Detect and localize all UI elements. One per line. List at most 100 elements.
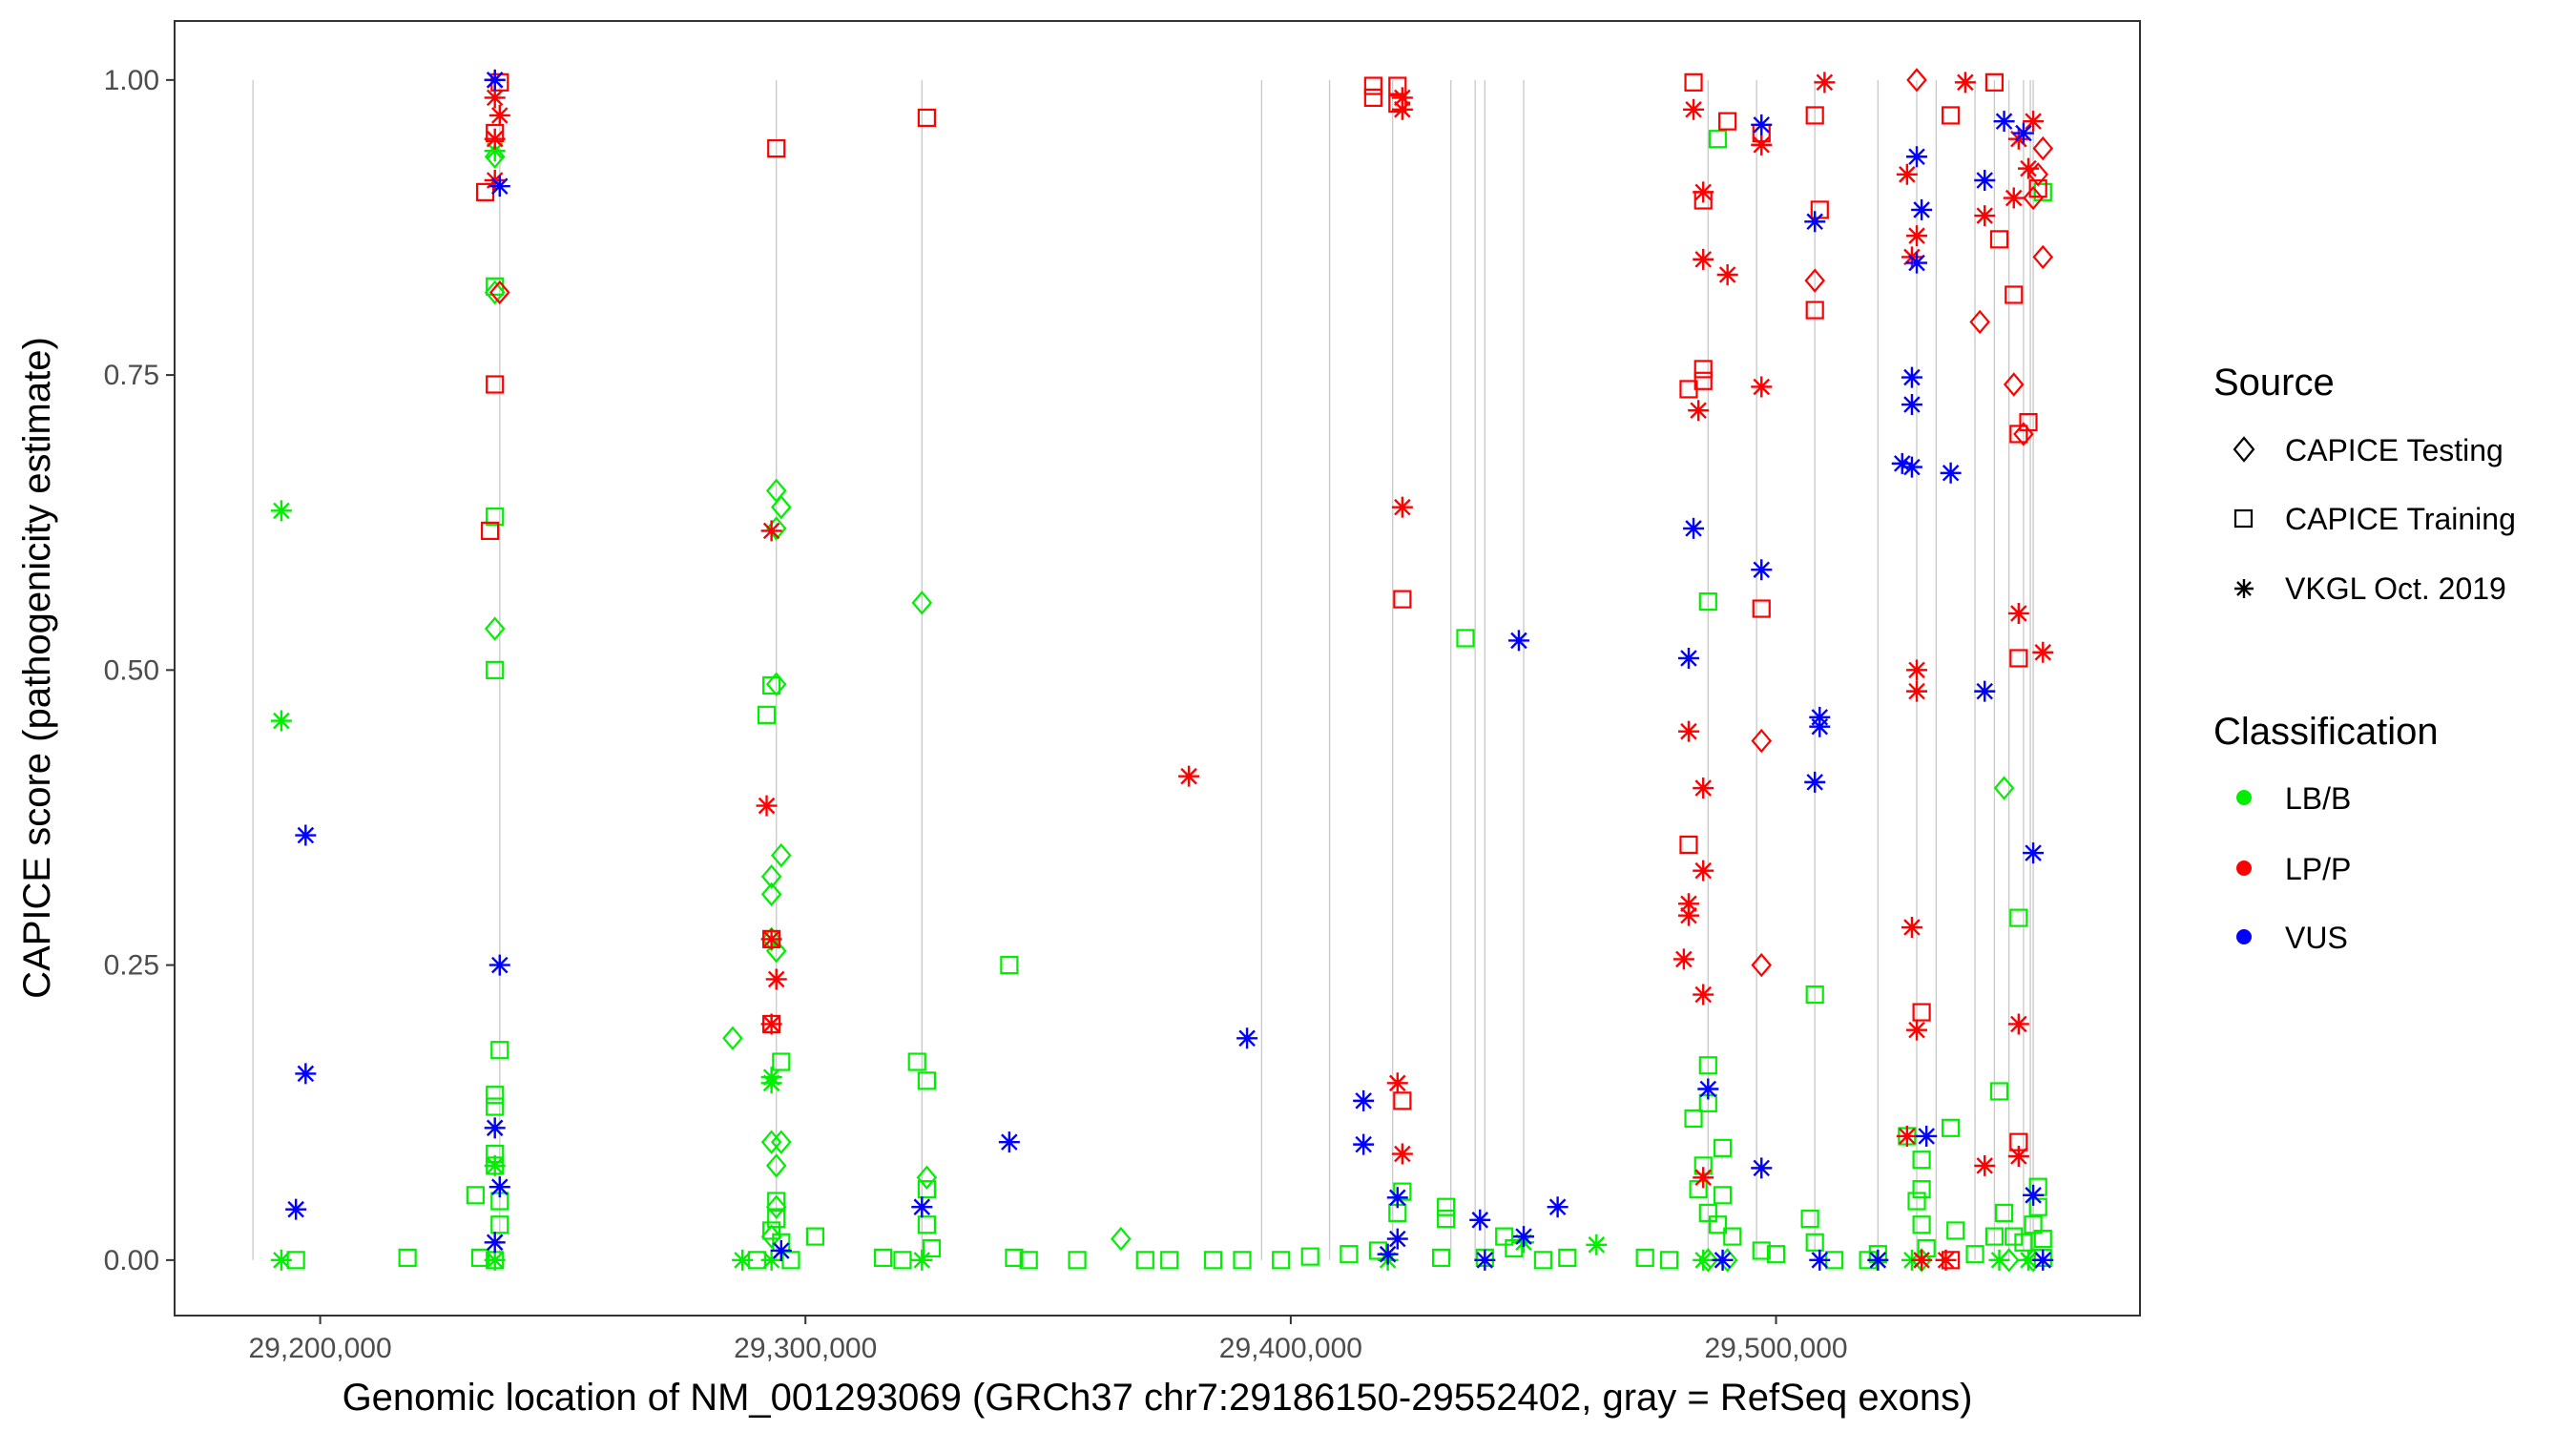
data-point-square xyxy=(1912,1003,1931,1022)
data-point-square xyxy=(1135,1251,1154,1270)
data-point-square xyxy=(1393,1182,1412,1201)
data-point-asterisk xyxy=(1804,771,1826,793)
data-point-asterisk xyxy=(1906,680,1928,702)
data-point-square xyxy=(757,705,777,724)
legend-item-label: VKGL Oct. 2019 xyxy=(2285,571,2506,606)
data-point-square xyxy=(1233,1251,1252,1270)
data-point-diamond xyxy=(1993,776,2015,800)
data-point-asterisk xyxy=(1469,1209,1491,1231)
data-point-diamond xyxy=(1751,728,1773,754)
legend-item-lpp: LP/P xyxy=(2236,852,2351,886)
data-point-asterisk xyxy=(1901,394,1922,416)
data-point-asterisk xyxy=(2007,1146,2029,1167)
data-point-square xyxy=(772,1052,791,1071)
data-point-square xyxy=(1698,1203,1717,1222)
data-point-diamond xyxy=(760,926,782,952)
data-point-square xyxy=(917,1071,936,1090)
data-point-diamond xyxy=(911,591,933,615)
data-point-asterisk xyxy=(2023,111,2045,133)
legend-item-vkgl: VKGL Oct. 2019 xyxy=(2234,571,2506,606)
data-point-asterisk xyxy=(1935,1249,1957,1271)
data-point-asterisk xyxy=(1974,169,1996,191)
data-point-square xyxy=(1912,1215,1931,1234)
data-point-square xyxy=(490,1215,509,1234)
data-point-square xyxy=(1495,1227,1514,1246)
data-point-square xyxy=(1805,106,1824,125)
legend-item-capice-testing: CAPICE Testing xyxy=(2233,433,2503,467)
data-point-asterisk xyxy=(1974,680,1996,702)
data-point-square xyxy=(1713,1186,1733,1205)
data-point-asterisk xyxy=(2032,1249,2054,1271)
data-point-square xyxy=(2033,1229,2052,1249)
data-point-diamond xyxy=(765,672,787,696)
data-point-square xyxy=(1558,1248,1577,1267)
data-point-asterisk xyxy=(1906,659,1928,681)
data-point-asterisk xyxy=(2012,122,2034,144)
legend-item-label: LP/P xyxy=(2285,852,2351,886)
data-point-asterisk xyxy=(1693,1249,1714,1271)
data-point-diamond xyxy=(484,616,506,641)
data-point-asterisk xyxy=(484,87,506,109)
data-point-diamond xyxy=(760,881,782,907)
data-point-asterisk xyxy=(1391,1143,1413,1165)
legend-dot-icon xyxy=(2236,929,2252,944)
data-point-square xyxy=(486,507,505,527)
data-point-square xyxy=(762,1014,781,1034)
data-point-square xyxy=(1984,73,2005,92)
data-point-asterisk xyxy=(1677,904,1699,926)
data-point-square xyxy=(1698,1056,1717,1075)
data-point-asterisk xyxy=(1697,1078,1719,1100)
data-point-square xyxy=(805,1227,825,1246)
data-point-asterisk xyxy=(998,1131,1020,1153)
data-point-asterisk xyxy=(760,1072,782,1094)
data-points xyxy=(270,68,2054,1273)
data-point-asterisk xyxy=(1547,1196,1568,1218)
data-point-square xyxy=(1800,1209,1819,1229)
data-point-asterisk xyxy=(1974,1154,1996,1176)
data-point-square xyxy=(481,521,500,540)
data-point-square xyxy=(893,1251,912,1270)
legend-classification: Classification LB/B LP/P VUS xyxy=(2213,711,2439,955)
data-point-square xyxy=(2024,1215,2043,1234)
data-point-asterisk xyxy=(270,1249,292,1271)
data-point-diamond xyxy=(771,494,792,520)
data-point-asterisk xyxy=(1353,1133,1375,1155)
data-point-square xyxy=(2009,1132,2028,1151)
data-point-square xyxy=(1437,1209,1456,1229)
data-point-square xyxy=(398,1248,417,1267)
data-point-square xyxy=(490,1041,509,1060)
data-point-diamond xyxy=(1751,952,1773,978)
data-point-asterisk xyxy=(1688,400,1710,422)
data-point-square xyxy=(1368,1241,1388,1260)
y-tick-label: 0.25 xyxy=(104,950,159,982)
y-axis: 0.00 0.25 0.50 0.75 1.00 xyxy=(104,65,175,1276)
data-point-diamond xyxy=(1998,1248,2020,1273)
data-point-square xyxy=(1456,629,1475,648)
data-point-square xyxy=(1989,1082,2009,1101)
data-point-asterisk xyxy=(1911,1249,1933,1271)
data-point-asterisk xyxy=(1896,1125,1918,1147)
data-point-square xyxy=(1912,1180,1931,1199)
data-point-square xyxy=(907,1052,926,1071)
legend-item-label: LB/B xyxy=(2285,781,2351,816)
data-point-asterisk xyxy=(484,1249,506,1271)
y-axis-title: CAPICE score (pathogenicity estimate) xyxy=(16,337,58,999)
data-point-asterisk xyxy=(488,104,510,126)
data-point-asterisk xyxy=(1236,1027,1258,1049)
data-point-asterisk xyxy=(1751,1157,1773,1179)
data-point-asterisk xyxy=(1693,1167,1714,1189)
data-point-square xyxy=(2019,412,2038,432)
data-point-asterisk xyxy=(270,500,292,522)
data-point-asterisk xyxy=(1809,1249,1831,1271)
data-point-square xyxy=(1533,1251,1552,1270)
data-point-asterisk xyxy=(760,928,782,950)
data-point-square xyxy=(1635,1248,1654,1267)
data-point-asterisk xyxy=(2007,1013,2029,1035)
data-point-asterisk xyxy=(1804,211,1826,233)
data-point-asterisk xyxy=(1178,765,1200,787)
data-point-square xyxy=(762,675,781,695)
data-point-asterisk xyxy=(1906,1019,1928,1041)
data-point-asterisk xyxy=(770,1239,792,1261)
data-point-square xyxy=(917,1215,936,1234)
data-point-asterisk xyxy=(2018,157,2040,179)
